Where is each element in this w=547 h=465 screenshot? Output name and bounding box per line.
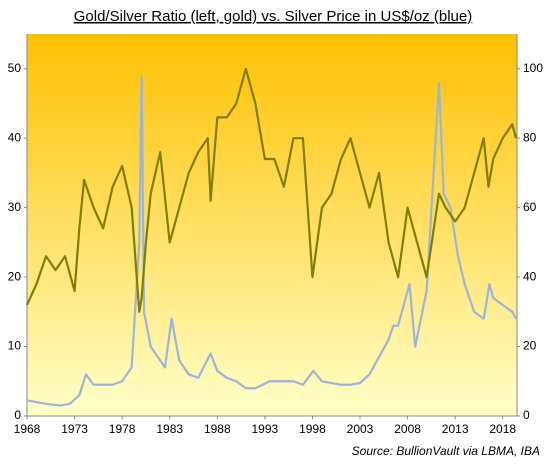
- y-tick-label: 30: [8, 200, 22, 214]
- x-tick-label: 2013: [442, 422, 469, 436]
- y-tick-label: 0: [14, 408, 21, 422]
- x-tick-label: 2018: [489, 422, 516, 436]
- y-tick-label: 40: [8, 130, 22, 144]
- y2-tick-label: 40: [523, 269, 537, 283]
- source: Source: BullionVault via LBMA, IBA: [352, 444, 540, 458]
- y2-tick-label: 100: [523, 61, 543, 75]
- y2-tick-label: 60: [523, 200, 537, 214]
- x-tick-label: 2008: [394, 422, 421, 436]
- y2-tick-label: 0: [523, 408, 530, 422]
- chart-title: Gold/Silver Ratio (left, gold) vs. Silve…: [74, 8, 472, 25]
- x-tick-label: 1978: [109, 422, 136, 436]
- series-line: [25, 67, 518, 313]
- x-tick-label: 1983: [156, 422, 183, 436]
- x-tick-label: 1973: [61, 422, 88, 436]
- y-tick-label: 50: [8, 61, 22, 75]
- y2-tick-label: 20: [523, 339, 537, 353]
- x-tick-label: 1993: [252, 422, 279, 436]
- y-tick-label: 20: [8, 269, 22, 283]
- x-tick-label: 2003: [347, 422, 374, 436]
- x-tick-label: 1998: [299, 422, 326, 436]
- y-tick-label: 10: [8, 339, 22, 353]
- x-tick-label: 1968: [14, 422, 41, 436]
- y2-tick-label: 80: [523, 130, 537, 144]
- x-tick-label: 1988: [204, 422, 231, 436]
